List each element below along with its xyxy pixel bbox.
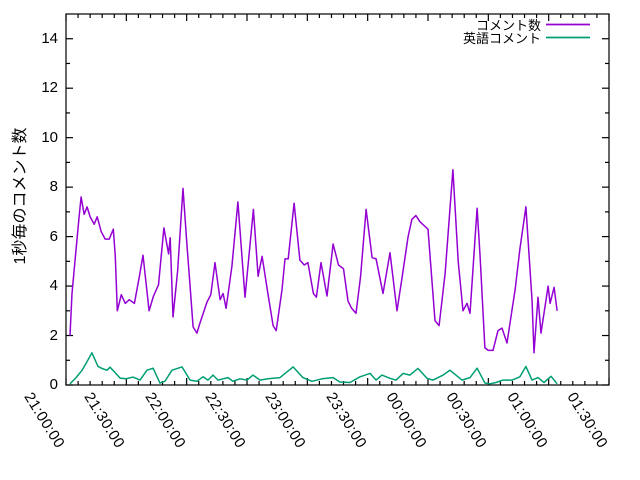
- y-tick-label: 10: [41, 128, 58, 146]
- legend-label-comment-count: コメント数: [475, 18, 541, 33]
- legend-label-english-comments: 英語コメント: [462, 31, 541, 46]
- plot-frame: [65, 13, 610, 386]
- y-tick-label: 4: [49, 277, 58, 295]
- y-tick-label: 8: [49, 178, 58, 196]
- y-tick-label: 14: [41, 29, 58, 47]
- y-tick-label: 6: [49, 227, 58, 245]
- series-line-english-comments: [69, 352, 558, 385]
- y-tick-label: 0: [49, 376, 58, 393]
- series-line-comment-count: [69, 169, 558, 354]
- y-tick-label: 12: [41, 79, 58, 97]
- y-tick-label: 2: [49, 326, 58, 344]
